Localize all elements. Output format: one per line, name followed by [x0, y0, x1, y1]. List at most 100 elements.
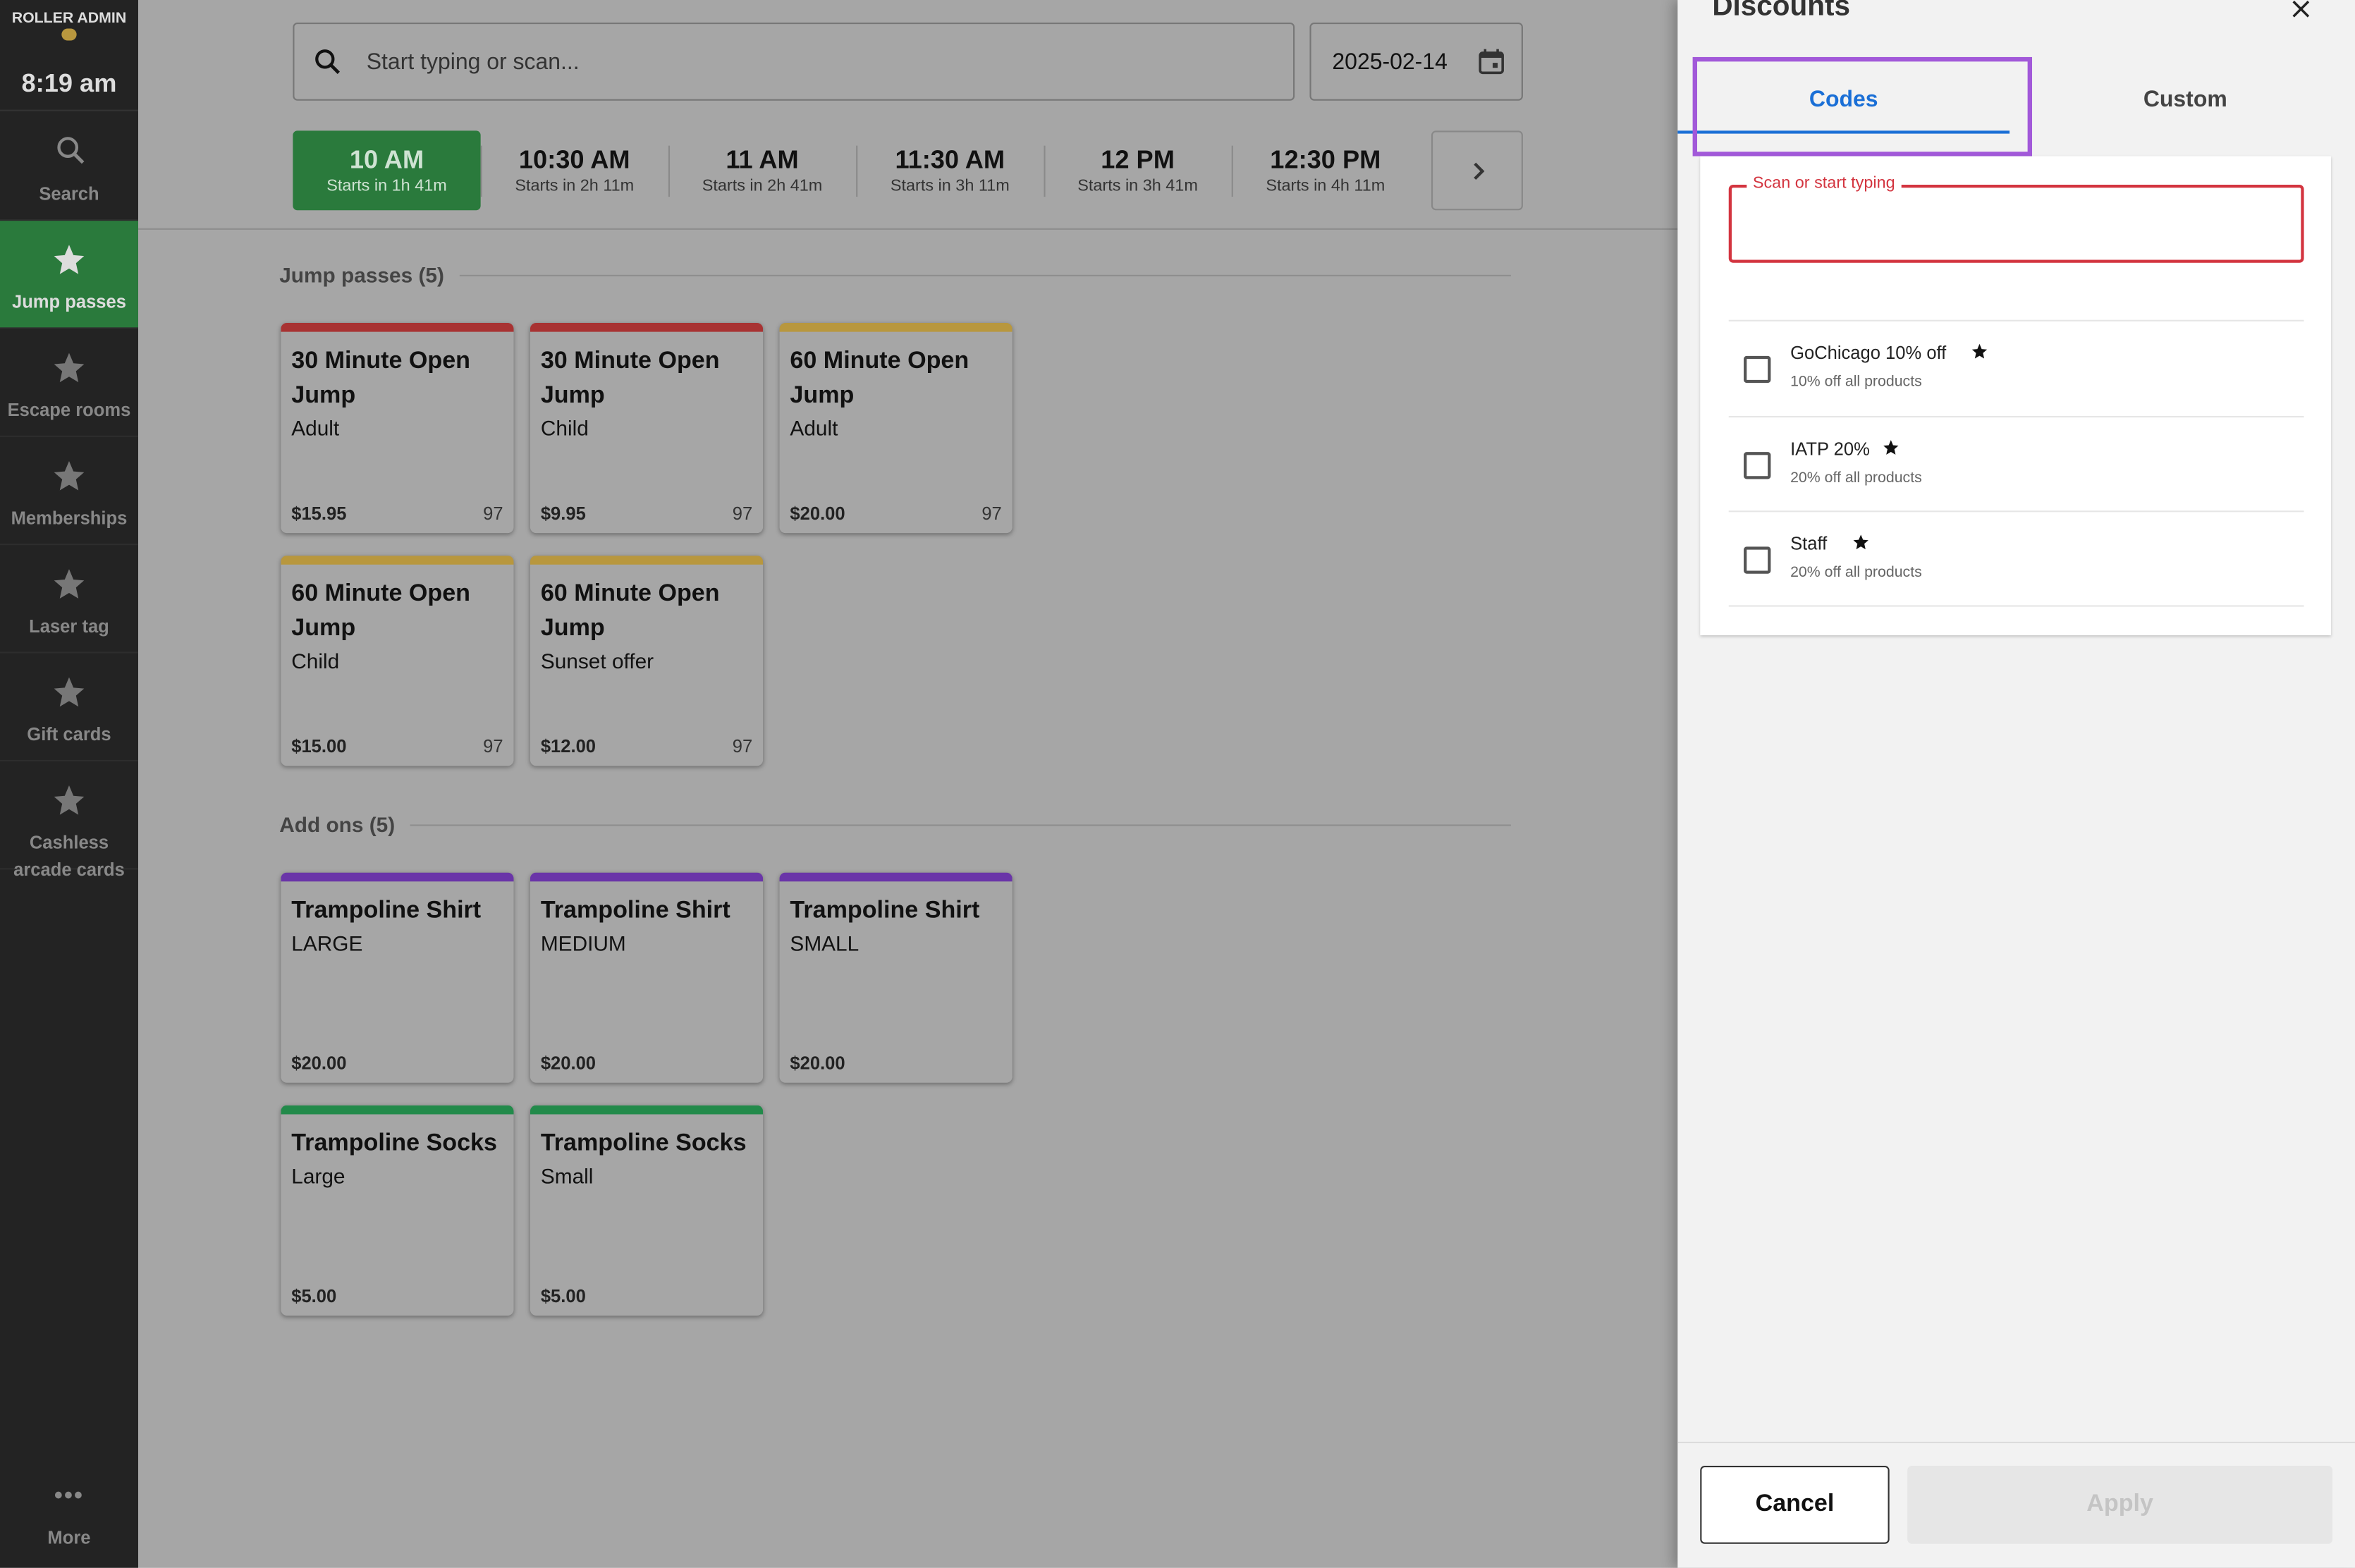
tab[interactable]: Custom — [2016, 68, 2355, 134]
slot-time: 12 PM — [1101, 145, 1175, 175]
main-area: Start typing or scan... 2025-02-14 10 AM St… — [137, 0, 1678, 1568]
product-card[interactable]: Trampoline Socks Large $5.00 — [281, 1105, 514, 1316]
tab-label: Codes — [1809, 87, 1878, 113]
product-price: $12.00 — [540, 735, 597, 757]
nav-item[interactable]: Cashless arcade cards — [0, 761, 138, 880]
discounts-panel: Discounts Codes Custom Scan or start typing… — [1677, 0, 2355, 1568]
slot-note: Starts in 3h 41m — [1077, 177, 1198, 195]
nav-item[interactable]: Memberships — [0, 437, 138, 546]
codes-card: Scan or start typing GoChicago 10% off 10%… — [1700, 156, 2331, 636]
code-name: Staff — [1790, 533, 1868, 554]
calendar-icon — [1476, 47, 1507, 77]
checkbox[interactable] — [1744, 355, 1771, 384]
date-box[interactable]: 2025-02-14 — [1309, 22, 1523, 101]
product-stock: 97 — [732, 735, 753, 757]
nav-item[interactable]: Gift cards — [0, 654, 138, 761]
product-stock: 97 — [483, 503, 503, 525]
product-stock: 97 — [732, 503, 753, 525]
brand-logo — [61, 28, 77, 41]
next-slots-button[interactable] — [1431, 130, 1523, 211]
code-description: 20% off all products — [1790, 469, 1922, 486]
more-label[interactable]: More — [47, 1527, 91, 1549]
nav-item[interactable]: Search — [0, 113, 138, 221]
product-name: 30 Minute Open Jump — [540, 348, 720, 409]
row-divider — [1728, 510, 2304, 513]
slot-note: Starts in 1h 41m — [326, 177, 447, 195]
tab[interactable]: Codes — [1677, 68, 2010, 134]
slot-time: 10:30 AM — [518, 145, 630, 175]
code-input[interactable]: Scan or start typing — [1728, 174, 2304, 263]
product-stock: 97 — [483, 735, 503, 757]
nav-item[interactable]: Laser tag — [0, 545, 138, 654]
checkbox[interactable] — [1744, 451, 1771, 479]
code-description: 20% off all products — [1790, 564, 1922, 582]
clock: 8:19 am — [0, 57, 138, 111]
star-icon — [51, 350, 87, 386]
product-name: Trampoline Socks — [291, 1130, 497, 1157]
time-slot[interactable]: 12:30 PM Starts in 4h 11m — [1232, 130, 1419, 210]
search-box[interactable]: Start typing or scan... — [293, 22, 1295, 101]
slot-divider — [1231, 145, 1233, 197]
nav-label: Jump passes — [11, 291, 126, 313]
product-card[interactable]: Trampoline Shirt MEDIUM $20.00 — [530, 872, 764, 1083]
brand: ROLLER ADMIN — [11, 10, 127, 27]
search-icon — [54, 134, 87, 167]
code-row[interactable]: Staff 20% off all products — [1729, 512, 2304, 605]
product-stock: 97 — [981, 503, 1002, 525]
product-card[interactable]: Trampoline Shirt LARGE $20.00 — [281, 872, 514, 1083]
product-card[interactable]: 60 Minute Open Jump Adult $20.00 97 — [779, 322, 1013, 534]
cancel-button[interactable]: Cancel — [1700, 1465, 1890, 1544]
product-price: $20.00 — [790, 503, 845, 525]
nav-label: Cashless arcade cards — [13, 832, 125, 881]
time-slot[interactable]: 10 AM Starts in 1h 41m — [293, 130, 481, 211]
product-price: $20.00 — [790, 1053, 845, 1074]
product-price: $20.00 — [291, 1053, 347, 1074]
product-name: 60 Minute Open Jump — [540, 581, 720, 642]
product-name: Trampoline Shirt — [291, 898, 482, 924]
section-title: Jump passes (5) — [279, 262, 460, 287]
product-card[interactable]: Trampoline Socks Small $5.00 — [530, 1105, 764, 1316]
footer-divider — [1677, 1441, 2355, 1444]
time-slot[interactable]: 12 PM Starts in 3h 41m — [1044, 130, 1231, 210]
slot-time: 11 AM — [726, 145, 799, 175]
section-rule — [279, 824, 1511, 826]
product-card[interactable]: 60 Minute Open Jump Sunset offer $12.00 97 — [530, 556, 764, 766]
section-rule — [279, 274, 1511, 276]
slot-divider — [856, 145, 858, 197]
nav-item[interactable]: Jump passes — [0, 221, 138, 329]
close-button[interactable] — [2289, 0, 2313, 21]
star-icon — [51, 783, 87, 819]
product-variant: Small — [540, 1163, 594, 1188]
slot-divider — [668, 145, 671, 197]
code-name: IATP 20% — [1790, 438, 1899, 459]
product-price: $9.95 — [540, 503, 586, 525]
nav-item[interactable]: Escape rooms — [0, 329, 138, 437]
product-price: $15.95 — [291, 503, 347, 525]
code-name: GoChicago 10% off — [1790, 343, 1988, 363]
product-card[interactable]: 30 Minute Open Jump Child $9.95 97 — [530, 322, 764, 534]
date-text: 2025-02-14 — [1332, 49, 1448, 75]
product-variant: LARGE — [291, 931, 363, 955]
product-card[interactable]: 30 Minute Open Jump Adult $15.95 97 — [281, 322, 514, 534]
nav-label: Memberships — [11, 507, 128, 529]
product-name: Trampoline Socks — [540, 1130, 747, 1157]
product-price: $5.00 — [540, 1285, 586, 1307]
time-slot[interactable]: 10:30 AM Starts in 2h 11m — [481, 130, 668, 210]
time-slot[interactable]: 11 AM Starts in 2h 41m — [668, 130, 856, 210]
star-icon — [1852, 533, 1870, 551]
section-title: Add ons (5) — [279, 812, 410, 837]
slot-time: 10 AM — [349, 145, 424, 175]
highlight-box — [1692, 56, 2033, 157]
product-card[interactable]: Trampoline Shirt SMALL $20.00 — [779, 872, 1013, 1083]
input-label: Scan or start typing — [1747, 174, 1902, 192]
apply-button[interactable]: Apply — [1907, 1465, 2333, 1544]
code-row[interactable]: IATP 20% 20% off all products — [1729, 417, 2304, 510]
checkbox[interactable] — [1744, 546, 1771, 574]
time-slot[interactable]: 11:30 AM Starts in 3h 11m — [856, 130, 1044, 210]
row-divider — [1728, 319, 2304, 321]
product-card[interactable]: 60 Minute Open Jump Child $15.00 97 — [281, 556, 514, 766]
code-description: 10% off all products — [1790, 374, 1922, 391]
code-row[interactable]: GoChicago 10% off 10% off all products — [1729, 321, 2304, 415]
slot-time: 11:30 AM — [895, 145, 1005, 175]
